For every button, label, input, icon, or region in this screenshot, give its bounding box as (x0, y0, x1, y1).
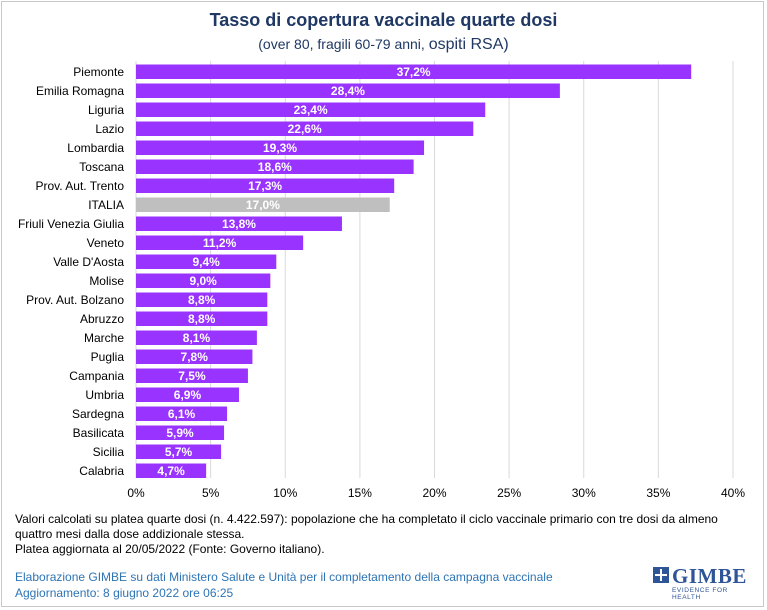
bar (136, 273, 271, 288)
category-label: Marche (84, 331, 124, 345)
bar-value-label: 11,2% (203, 236, 237, 250)
bar-value-label: 5,7% (165, 445, 193, 459)
bar (136, 425, 225, 440)
category-label: Abruzzo (80, 312, 124, 326)
category-label: Liguria (88, 103, 124, 117)
bar-value-label: 4,7% (157, 464, 185, 478)
bar (136, 368, 248, 383)
bar-value-label: 8,8% (188, 312, 216, 326)
bar-value-label: 23,4% (294, 103, 328, 117)
x-tick-label: 5% (202, 486, 220, 500)
bar (136, 311, 268, 326)
bar (136, 444, 222, 459)
chart-subtitle: (over 80, fragili 60-79 anni, ospiti RSA… (0, 36, 767, 54)
bar-value-label: 5,9% (166, 426, 194, 440)
bar-value-label: 8,1% (183, 331, 211, 345)
x-tick-label-layer: 0% 5% 10% 15% 20% 25% 30% 35% 40% (127, 486, 745, 500)
bar-value-label: 17,0% (246, 198, 280, 212)
category-label: Veneto (87, 236, 125, 250)
x-tick-label: 25% (497, 486, 521, 500)
x-tick-label: 40% (721, 486, 745, 500)
bar (136, 64, 692, 79)
bar-value-label: 18,6% (258, 160, 292, 174)
note-line: Valori calcolati su platea quarte dosi (… (15, 512, 718, 541)
bar-value-label: 6,1% (168, 407, 196, 421)
bar (136, 254, 277, 269)
bar-chart: 37,2% 28,4%23,4% 22,6% 19,3% 18,6% 17,3% 17,0%… (18, 61, 745, 500)
footer-updated: Aggiornamento: 8 giugno 2022 ore 06:25 (15, 586, 234, 600)
bar (136, 349, 253, 364)
category-label: Emilia Romagna (36, 84, 124, 98)
methodology-note: Valori calcolati su platea quarte dosi (… (15, 512, 755, 557)
x-tick-label: 10% (273, 486, 297, 500)
category-label: Piemonte (73, 65, 124, 79)
x-tick-label: 0% (127, 486, 145, 500)
gimbe-logo: GIMBE EVIDENCE FOR HEALTH (653, 564, 753, 602)
category-label: ITALIA (88, 198, 124, 212)
bar-value-label: 7,5% (178, 369, 206, 383)
bar (136, 121, 474, 136)
category-label: Friuli Venezia Giulia (18, 217, 124, 231)
bar (136, 292, 268, 307)
category-label: Campania (69, 369, 124, 383)
bar-layer: 37,2% 28,4%23,4% 22,6% 19,3% 18,6% 17,3% 17,0%… (136, 64, 692, 478)
logo-name: GIMBE (672, 564, 747, 588)
category-label: Puglia (91, 350, 125, 364)
category-label: Sardegna (72, 407, 124, 421)
category-label: Valle D'Aosta (53, 255, 124, 269)
category-label: Lazio (95, 122, 124, 136)
bar (136, 140, 425, 155)
bar-value-label: 6,9% (174, 388, 202, 402)
x-tick-label: 15% (348, 486, 372, 500)
bar (136, 83, 560, 98)
x-tick-label: 30% (572, 486, 596, 500)
bar (136, 406, 228, 421)
category-label-layer: Piemonte Emilia Romagna Liguria Lazio Lombar… (18, 65, 124, 478)
bar-value-label: 8,8% (188, 293, 216, 307)
note-line: Platea aggiornata al 20/05/2022 (Fonte: … (15, 542, 325, 556)
bar-value-label: 37,2% (397, 65, 431, 79)
category-label: Lombardia (67, 141, 124, 155)
category-label: Basilicata (73, 426, 125, 440)
x-tick-label: 20% (422, 486, 446, 500)
bar (136, 159, 414, 174)
bar-value-label: 28,4% (331, 84, 365, 98)
bar (136, 216, 342, 231)
bar (136, 463, 207, 478)
chart-title: Tasso di copertura vaccinale quarte dosi (209, 10, 558, 30)
bar (136, 387, 239, 402)
category-label: Molise (89, 274, 124, 288)
bar (136, 102, 486, 117)
subtitle-rsa-text: ospiti RSA) (428, 36, 509, 53)
x-tick-label: 35% (646, 486, 670, 500)
bar (136, 330, 257, 345)
category-label: Calabria (79, 464, 124, 478)
category-label: Prov. Aut. Bolzano (26, 293, 124, 307)
bar-value-label: 17,3% (248, 179, 282, 193)
bar-value-label: 9,0% (189, 274, 217, 288)
bar (136, 178, 395, 193)
footer-source: Elaborazione GIMBE su dati Ministero Sal… (15, 570, 553, 584)
category-label: Umbria (85, 388, 124, 402)
bar-value-label: 9,4% (192, 255, 220, 269)
bar-value-label: 19,3% (263, 141, 297, 155)
logo-tagline: EVIDENCE FOR HEALTH (672, 587, 728, 601)
footer: Elaborazione GIMBE su dati Ministero Sal… (15, 569, 615, 601)
bar-value-label: 7,8% (181, 350, 209, 364)
cross-icon (653, 567, 669, 583)
category-label: Toscana (79, 160, 124, 174)
category-label: Sicilia (93, 445, 125, 459)
bar-value-label: 13,8% (222, 217, 256, 231)
bar (136, 197, 390, 212)
bar (136, 235, 304, 250)
bar-value-label: 22,6% (288, 122, 322, 136)
subtitle-text: (over 80, fragili 60-79 anni, (258, 36, 425, 52)
category-label: Prov. Aut. Trento (36, 179, 125, 193)
